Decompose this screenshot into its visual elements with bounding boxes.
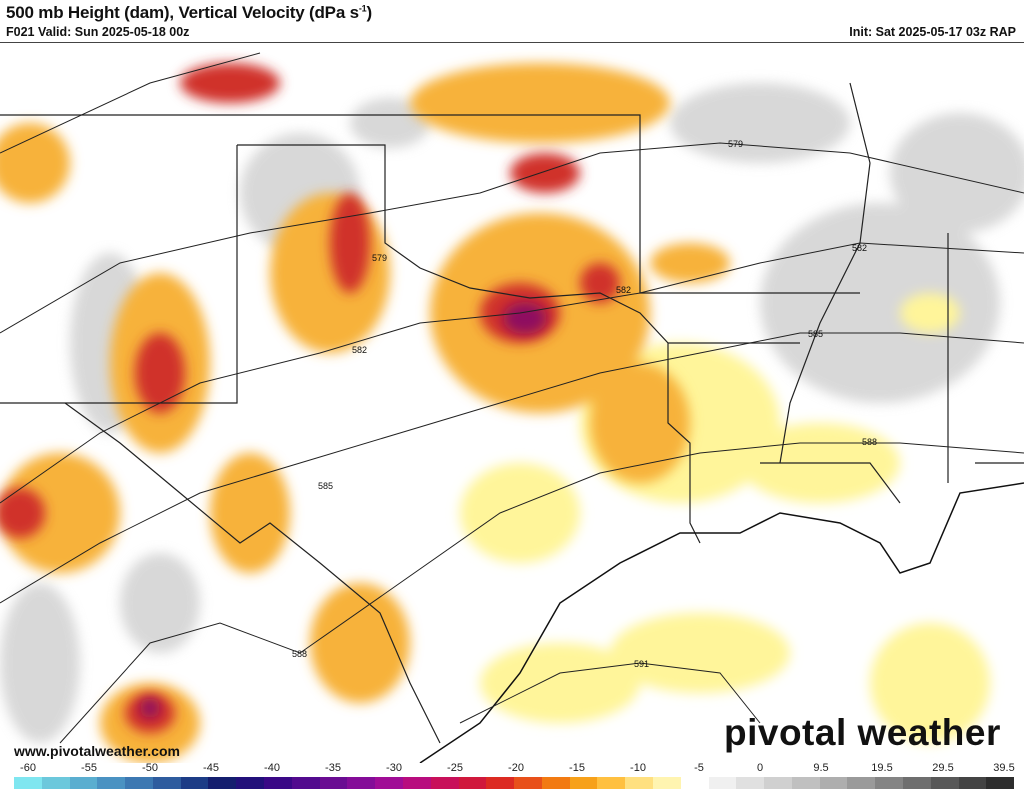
colorbar-swatch bbox=[152, 777, 181, 789]
weather-map: 579 579 582 582 582 585 585 588 588 591 bbox=[0, 42, 1024, 763]
colorbar-swatch bbox=[430, 777, 459, 789]
colorbar-label: 0 bbox=[756, 762, 764, 774]
colorbar-swatch bbox=[986, 777, 1015, 789]
state-borders bbox=[0, 82, 1024, 744]
colorbar-swatch bbox=[375, 777, 403, 789]
contour-label: 588 bbox=[862, 437, 877, 447]
colorbar-swatch bbox=[569, 777, 598, 789]
colorbar-swatch bbox=[291, 777, 320, 789]
colorbar-labels: -60 -55 -50 -45 -40 -35 -30 -25 -20 -15 -10 -5 0 9.5 1… bbox=[0, 762, 1024, 776]
colorbar-swatch bbox=[69, 777, 98, 789]
contour-label: 591 bbox=[634, 659, 649, 669]
colorbar-swatch bbox=[847, 777, 876, 789]
colorbar-swatch bbox=[875, 777, 903, 789]
contour-label: 582 bbox=[616, 285, 631, 295]
colorbar-swatch bbox=[458, 777, 487, 789]
colorbar-swatch bbox=[514, 777, 542, 789]
init-time: Init: Sat 2025-05-17 03z RAP bbox=[849, 25, 1016, 39]
colorbar-swatch bbox=[764, 777, 792, 789]
colorbar-swatch bbox=[486, 777, 515, 789]
colorbar-swatch bbox=[903, 777, 931, 789]
colorbar-swatch bbox=[680, 777, 709, 789]
colorbar-swatch bbox=[597, 777, 626, 789]
contour-label: 579 bbox=[728, 139, 743, 149]
colorbar-label: 9.5 bbox=[813, 762, 829, 774]
colorbar-swatch bbox=[708, 777, 737, 789]
colorbar-label: 29.5 bbox=[932, 762, 954, 774]
colorbar bbox=[14, 777, 1015, 789]
coastline bbox=[419, 482, 1024, 763]
colorbar-label: -50 bbox=[142, 762, 158, 774]
colorbar-swatch bbox=[208, 777, 237, 789]
colorbar-label: -5 bbox=[694, 762, 704, 774]
colorbar-label: -15 bbox=[569, 762, 585, 774]
colorbar-label: -60 bbox=[20, 762, 36, 774]
orange-areas bbox=[0, 63, 730, 763]
height-contours bbox=[0, 52, 1024, 744]
site-url[interactable]: www.pivotalweather.com bbox=[14, 743, 180, 759]
contour-label: 585 bbox=[318, 481, 333, 491]
contour-labels: 579 579 582 582 582 585 585 588 588 591 bbox=[292, 139, 877, 669]
colorbar-swatch bbox=[791, 777, 820, 789]
colorbar-swatch bbox=[958, 777, 987, 789]
colorbar-swatch bbox=[14, 777, 42, 789]
colorbar-label: -20 bbox=[508, 762, 524, 774]
colorbar-swatch bbox=[347, 777, 376, 789]
pivotal-weather-logo: pivotal weather bbox=[724, 712, 1001, 753]
colorbar-swatch bbox=[236, 777, 265, 789]
colorbar-swatch bbox=[97, 777, 126, 789]
colorbar-label: 39.5 bbox=[993, 762, 1015, 774]
colorbar-swatch bbox=[930, 777, 959, 789]
colorbar-swatch bbox=[625, 777, 653, 789]
colorbar-label: 19.5 bbox=[871, 762, 893, 774]
colorbar-label: -55 bbox=[81, 762, 97, 774]
colorbar-label: -45 bbox=[203, 762, 219, 774]
colorbar-label: -10 bbox=[630, 762, 646, 774]
colorbar-label: -40 bbox=[264, 762, 280, 774]
colorbar-label: -35 bbox=[325, 762, 341, 774]
colorbar-label: -30 bbox=[386, 762, 402, 774]
contour-label: 585 bbox=[808, 329, 823, 339]
colorbar-swatch bbox=[819, 777, 848, 789]
colorbar-label: -25 bbox=[447, 762, 463, 774]
colorbar-swatch bbox=[402, 777, 431, 789]
contour-label: 582 bbox=[352, 345, 367, 355]
colorbar-swatch bbox=[264, 777, 292, 789]
colorbar-swatch bbox=[125, 777, 153, 789]
colorbar-swatch bbox=[541, 777, 570, 789]
colorbar-swatch bbox=[736, 777, 765, 789]
contour-label: 588 bbox=[292, 649, 307, 659]
colorbar-swatch bbox=[652, 777, 681, 789]
valid-time: F021 Valid: Sun 2025-05-18 00z bbox=[6, 25, 190, 39]
colorbar-swatch bbox=[180, 777, 209, 789]
map-title: 500 mb Height (dam), Vertical Velocity (… bbox=[6, 3, 372, 22]
colorbar-swatch bbox=[41, 777, 70, 789]
gray-downward-areas bbox=[0, 83, 1024, 743]
contour-label: 579 bbox=[372, 253, 387, 263]
colorbar-swatch bbox=[319, 777, 348, 789]
contour-label: 582 bbox=[852, 243, 867, 253]
